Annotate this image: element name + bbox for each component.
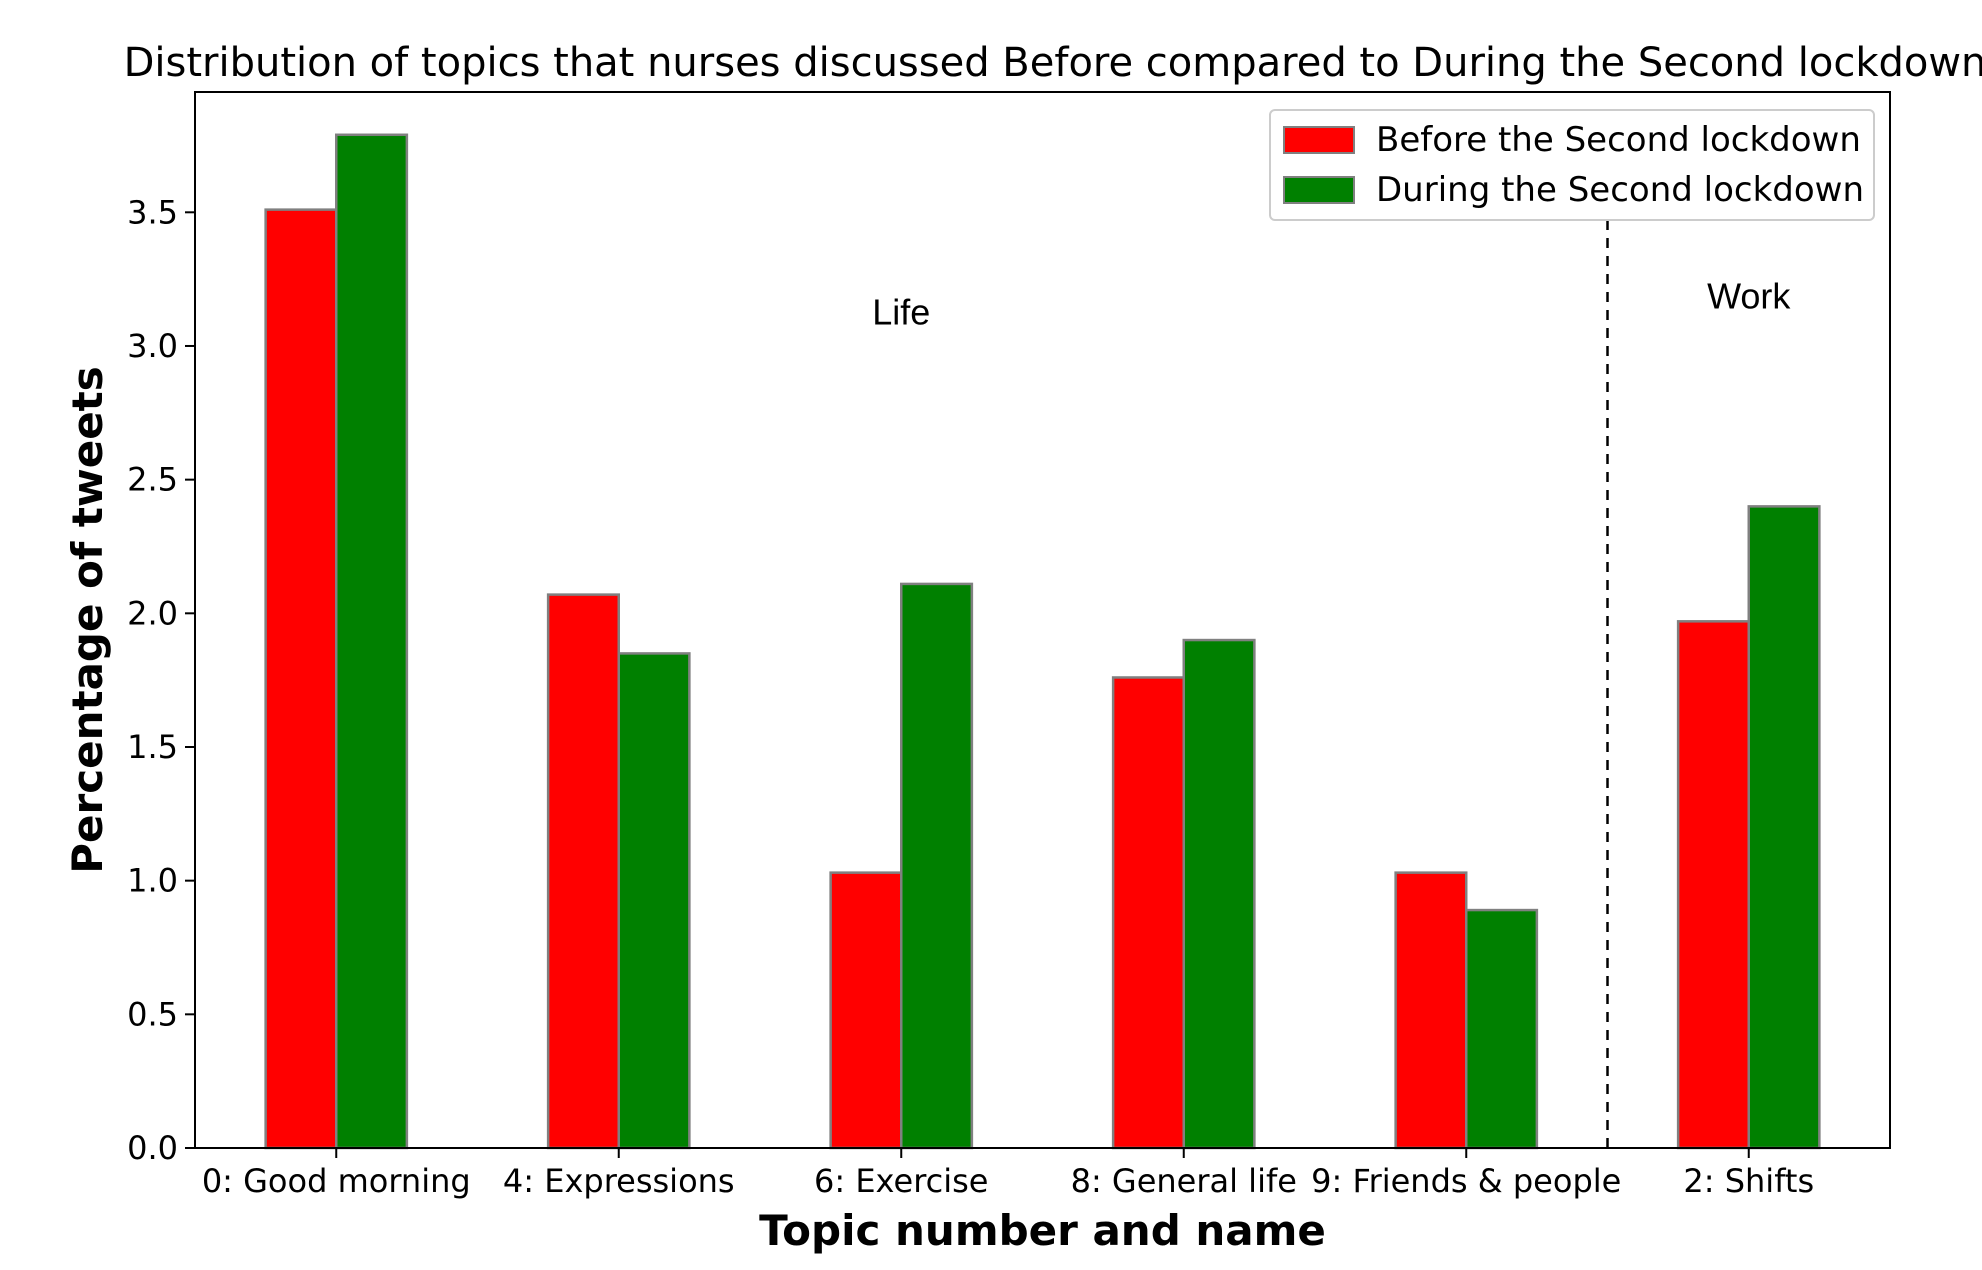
x-axis-ticks: 0: Good morning 4: Expressions 6: Exercise… [202, 1148, 1814, 1200]
y-tick-label-0: 0.0 [127, 1129, 178, 1167]
bar-before-0 [264, 208, 338, 1150]
plot-frame [194, 91, 1891, 1149]
x-tick-label-1: 4: Expressions [503, 1162, 735, 1200]
y-axis-ticks: 0.0 0.5 1.0 1.5 2.0 2.5 3.0 3.5 [127, 193, 195, 1167]
y-tick-label-5: 2.5 [127, 461, 178, 499]
y-tick-label-4: 2.0 [127, 594, 178, 632]
legend-swatch-during [1283, 176, 1355, 204]
legend-label-before: Before the Second lockdown [1376, 120, 1861, 160]
annotation-life: Life [872, 292, 930, 333]
y-tick-label-2: 1.0 [127, 862, 178, 900]
y-axis-label: Percentage of tweets [63, 366, 112, 874]
bar-during-0 [335, 133, 409, 1150]
bar-before-5 [1676, 620, 1750, 1150]
legend-swatch-before [1283, 126, 1355, 154]
bar-during-1 [617, 652, 691, 1150]
bar-before-2 [829, 871, 903, 1150]
x-axis-label: Topic number and name [759, 1206, 1326, 1255]
annotation-work: Work [1707, 276, 1791, 317]
legend-label-during: During the Second lockdown [1376, 170, 1864, 210]
bars [264, 133, 1821, 1150]
bar-before-3 [1111, 676, 1185, 1150]
bar-during-2 [900, 582, 974, 1150]
bar-before-1 [546, 593, 620, 1150]
x-tick-label-0: 0: Good morning [202, 1162, 471, 1200]
y-tick-label-3: 1.5 [127, 728, 178, 766]
x-tick-label-2: 6: Exercise [814, 1162, 988, 1200]
legend-box [1269, 109, 1875, 221]
bar-during-5 [1747, 505, 1821, 1150]
bar-during-4 [1465, 908, 1539, 1150]
chart-title: Distribution of topics that nurses discu… [124, 40, 1982, 86]
y-tick-label-7: 3.5 [127, 193, 178, 231]
x-tick-label-5: 2: Shifts [1683, 1162, 1814, 1200]
x-tick-label-4: 9: Friends & people [1311, 1162, 1621, 1200]
legend: Before the Second lockdown During the Se… [1269, 109, 1875, 221]
bar-before-4 [1394, 871, 1468, 1150]
bar-during-3 [1182, 638, 1256, 1150]
y-tick-label-1: 0.5 [127, 995, 178, 1033]
y-tick-label-6: 3.0 [127, 327, 178, 365]
x-tick-label-3: 8: General life [1071, 1162, 1297, 1200]
